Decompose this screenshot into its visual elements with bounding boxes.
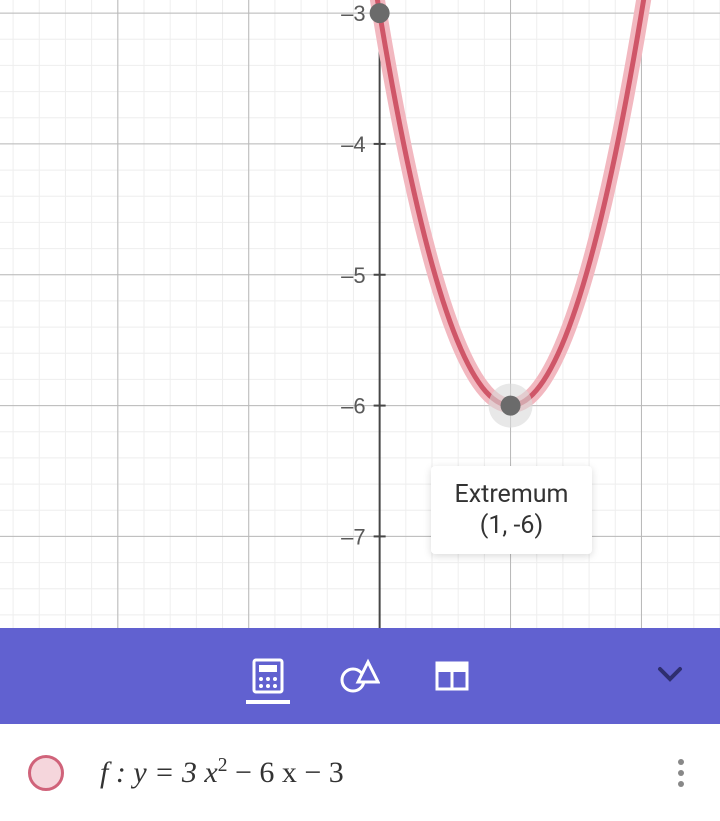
svg-text:–3: –3 <box>341 1 365 26</box>
function-color-swatch[interactable] <box>28 755 64 791</box>
svg-text:–5: –5 <box>341 263 365 288</box>
dot-icon <box>678 781 684 787</box>
dot-icon <box>678 759 684 765</box>
formula-sup: 2 <box>218 755 228 776</box>
svg-text:–4: –4 <box>341 132 365 157</box>
geometry-icon <box>340 656 380 696</box>
calculator-icon <box>250 658 286 694</box>
toolbar <box>0 628 720 724</box>
more-menu-button[interactable] <box>670 751 692 795</box>
extremum-tooltip: Extremum (1, -6) <box>431 466 593 554</box>
chevron-down-icon <box>656 660 684 688</box>
svg-text:–6: –6 <box>341 394 365 419</box>
formula-prefix: f : y = 3 x <box>100 756 218 789</box>
table-icon <box>434 658 470 694</box>
formula-suffix: − 6 x − 3 <box>227 756 343 789</box>
svg-text:–7: –7 <box>341 524 365 549</box>
graph-area[interactable]: –3 –4 –5 –6 –7 Extremum (1, -6) <box>0 0 720 628</box>
calculator-tab[interactable] <box>246 660 290 704</box>
dot-icon <box>678 770 684 776</box>
formula-bar: f : y = 3 x2 − 6 x − 3 <box>0 724 720 821</box>
tooltip-title: Extremum <box>455 480 569 509</box>
tooltip-coords: (1, -6) <box>455 511 569 540</box>
graph-svg: –3 –4 –5 –6 –7 <box>0 0 720 628</box>
collapse-toggle[interactable] <box>656 660 684 692</box>
table-tab[interactable] <box>430 654 474 698</box>
formula-expression[interactable]: f : y = 3 x2 − 6 x − 3 <box>100 755 670 790</box>
geometry-tab[interactable] <box>338 654 382 698</box>
